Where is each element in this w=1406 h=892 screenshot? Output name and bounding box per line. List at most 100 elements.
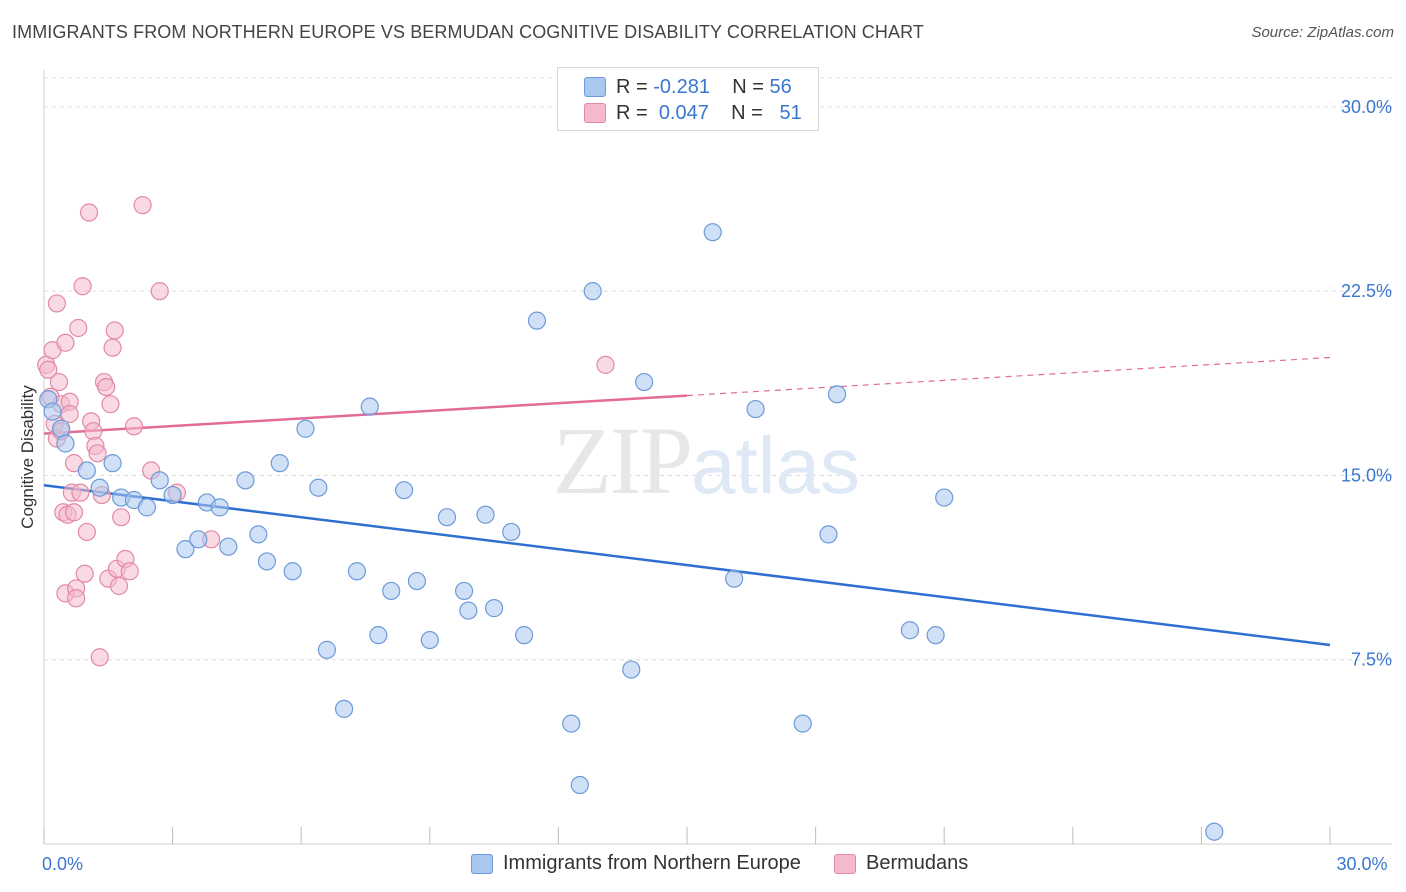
- y-tick-label: 7.5%: [1351, 650, 1392, 670]
- blue-point: [334, 699, 354, 718]
- blue-point: [360, 397, 379, 416]
- blue-point: [926, 626, 945, 645]
- pink-point: [109, 576, 129, 596]
- legend-r-value: -0.281: [653, 76, 710, 98]
- blue-point: [502, 522, 521, 542]
- y-axis-label: Cognitive Disability: [18, 385, 37, 529]
- blue-point: [725, 569, 744, 588]
- pink-point: [67, 589, 86, 608]
- pink-point: [79, 203, 99, 222]
- pink-point: [88, 444, 107, 463]
- blue-point: [382, 581, 401, 601]
- legend-r-label: R =: [616, 102, 648, 124]
- blue-point: [283, 562, 302, 581]
- pink-point: [124, 417, 144, 436]
- y-tick-label: 15.0%: [1341, 465, 1392, 485]
- blue-point: [257, 552, 277, 571]
- watermark: ZIPatlas: [553, 405, 860, 516]
- blue-point: [746, 399, 765, 419]
- pink-point: [49, 372, 69, 392]
- legend-n-label: N =: [732, 76, 764, 98]
- legend-n-value: 56: [769, 76, 792, 98]
- y-tick-label: 22.5%: [1341, 281, 1392, 301]
- data-points: [37, 196, 1224, 841]
- pink-point: [71, 483, 90, 502]
- blue-point: [90, 478, 109, 497]
- pink-point: [56, 333, 75, 352]
- blue-point: [562, 714, 581, 733]
- series-name-pink: Bermudans: [866, 852, 969, 874]
- blue-point: [827, 385, 847, 404]
- blue-point: [394, 481, 414, 500]
- blue-point: [189, 530, 208, 549]
- blue-point: [515, 626, 534, 645]
- blue-point: [103, 454, 122, 473]
- pink-point: [150, 282, 169, 301]
- blue-point: [249, 525, 268, 544]
- blue-point: [459, 601, 478, 620]
- chart-title: IMMIGRANTS FROM NORTHERN EUROPE VS BERMU…: [12, 22, 924, 42]
- pink-point: [64, 503, 84, 522]
- blue-point: [622, 660, 641, 679]
- legend-r-label: R =: [616, 76, 648, 98]
- blue-point: [900, 621, 920, 640]
- pink-point: [120, 562, 139, 581]
- pink-point: [47, 294, 66, 313]
- blue-point: [819, 525, 838, 544]
- pink-point: [69, 318, 88, 338]
- axes: [43, 70, 1392, 845]
- blue-point: [56, 434, 75, 453]
- pink-point: [112, 508, 131, 527]
- pink-point: [60, 404, 79, 424]
- x-tick-label: 0.0%: [42, 854, 83, 874]
- blue-point: [309, 478, 328, 497]
- blue-point: [150, 471, 169, 490]
- blue-point: [236, 471, 255, 490]
- pink-point: [103, 338, 122, 357]
- blue-point: [369, 626, 388, 645]
- blue-point: [476, 505, 495, 524]
- pink-point: [105, 321, 124, 340]
- legend-text-blue: R = -0.281 N = 56: [616, 76, 792, 99]
- pink-point: [90, 648, 109, 667]
- blue-point: [527, 311, 547, 330]
- blue-point: [583, 282, 602, 301]
- series-swatch-blue: [471, 854, 493, 874]
- series-name-blue: Immigrants from Northern Europe: [503, 852, 801, 874]
- legend-swatch-blue: [584, 77, 606, 97]
- blue-point: [420, 630, 439, 650]
- blue-point: [703, 223, 722, 242]
- blue-point: [793, 714, 812, 733]
- blue-point: [407, 571, 427, 591]
- blue-point: [270, 454, 289, 473]
- pink-point: [75, 564, 94, 583]
- blue-point: [347, 562, 367, 581]
- legend-r-value: 0.047: [658, 102, 709, 124]
- pink-point: [73, 277, 92, 296]
- legend-swatch-pink: [584, 103, 606, 123]
- blue-point: [210, 498, 229, 517]
- legend-n-label: N =: [731, 102, 763, 124]
- pink-point: [97, 377, 116, 397]
- blue-point: [935, 488, 954, 507]
- pink-point: [39, 360, 58, 379]
- pink-point: [133, 196, 152, 215]
- pink-point: [596, 355, 615, 374]
- pink-point: [101, 395, 120, 414]
- stats-legend: R = -0.281 N = 56 R = 0.047 N = 51: [557, 67, 819, 131]
- grid-lines: [44, 77, 1392, 661]
- legend-n-value: 51: [779, 102, 802, 124]
- blue-point: [296, 419, 315, 438]
- blue-point: [77, 461, 96, 480]
- blue-point: [635, 372, 654, 392]
- legend-text-pink: R = 0.047 N = 51: [616, 102, 802, 125]
- blue-point: [219, 537, 238, 556]
- blue-point: [454, 581, 474, 601]
- source-label: Source: ZipAtlas.com: [1251, 24, 1394, 41]
- blue-point: [163, 485, 182, 505]
- blue-point: [485, 599, 504, 618]
- watermark-atlas: atlas: [691, 421, 860, 510]
- blue-point: [1205, 822, 1224, 841]
- tick-labels: 7.5% 15.0% 22.5% 30.0% 0.0% 30.0% Cognitive Di…: [18, 97, 1392, 874]
